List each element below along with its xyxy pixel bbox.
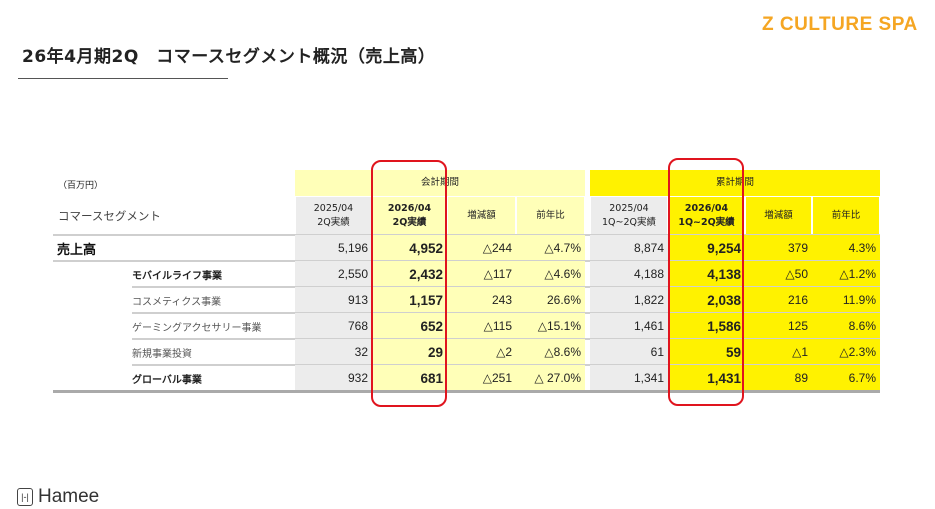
row-label-segment: コスメティクス事業 [132, 296, 222, 308]
table-cell: 2,432 [372, 261, 447, 287]
table-cell: △ 27.0% [516, 365, 585, 391]
table-cell: 768 [295, 313, 372, 339]
row-label-segment: モバイルライフ事業 [132, 270, 222, 282]
table-cell: 1,586 [668, 313, 745, 339]
row-divider [132, 286, 880, 288]
table-cell: 59 [668, 339, 745, 365]
table-cell: △4.7% [516, 235, 585, 261]
row-divider [132, 312, 880, 314]
table-cell: 11.9% [812, 287, 880, 313]
column-header-c_curr: 2026/04 1Q~2Q実績 [669, 197, 744, 235]
column-header-p_curr: 2026/04 2Q実績 [373, 197, 446, 235]
column-header-c_prev: 2025/04 1Q~2Q実績 [591, 197, 667, 235]
group-header-period: 会計期間 [295, 170, 585, 196]
table-cell: 8,874 [590, 235, 668, 261]
table-cell: 2,550 [295, 261, 372, 287]
row-label-segment: 新規事業投資 [132, 348, 192, 360]
table-cell: 4,188 [590, 261, 668, 287]
table-cell: △244 [447, 235, 516, 261]
table-cell: 1,157 [372, 287, 447, 313]
row-divider [132, 338, 880, 340]
row-label-total: 売上高 [57, 242, 97, 258]
table-cell: 6.7% [812, 365, 880, 391]
table-bottom-border [53, 390, 880, 393]
column-header-line: 2026/04 [684, 203, 729, 215]
column-header-diff: 増減額 [746, 197, 811, 235]
unit-label: （百万円） [58, 181, 104, 191]
table-cell: 29 [372, 339, 447, 365]
row-divider [53, 260, 880, 262]
column-header-line: 1Q~2Q実績 [601, 217, 656, 228]
column-header-line: 2Q実績 [317, 217, 350, 228]
table-cell: △15.1% [516, 313, 585, 339]
table-cell: 4.3% [812, 235, 880, 261]
table-cell: △1 [745, 339, 812, 365]
table-cell: 379 [745, 235, 812, 261]
table-cell: 681 [372, 365, 447, 391]
row-label-segment: グローバル事業 [132, 374, 202, 386]
table-cell: △50 [745, 261, 812, 287]
table-cell: 652 [372, 313, 447, 339]
table-cell: △117 [447, 261, 516, 287]
table-cell: 2,038 [668, 287, 745, 313]
table-cell: 243 [447, 287, 516, 313]
table-cell: 89 [745, 365, 812, 391]
group-header-cumulative: 累計期間 [590, 170, 880, 196]
hamee-logo: |-| Hamee [17, 486, 99, 508]
column-header-p_prev: 2025/04 2Q実績 [296, 197, 371, 235]
row-label-segment: ゲーミングアクセサリー事業 [132, 322, 262, 334]
segment-header: コマースセグメント [58, 209, 161, 223]
table-cell: 5,196 [295, 235, 372, 261]
hamee-logo-text: Hamee [38, 486, 100, 507]
table-cell: △4.6% [516, 261, 585, 287]
table-cell: △251 [447, 365, 516, 391]
table-cell: 1,341 [590, 365, 668, 391]
column-header-line: 2026/04 [387, 203, 432, 215]
column-header-yoy: 前年比 [813, 197, 879, 235]
column-header-line: 2025/04 [609, 203, 649, 215]
title-underline [18, 78, 228, 79]
table-cell: 216 [745, 287, 812, 313]
table-cell: 125 [745, 313, 812, 339]
table-cell: 913 [295, 287, 372, 313]
table-cell: △115 [447, 313, 516, 339]
column-header-line: 2025/04 [313, 203, 354, 215]
highlight-box-period [371, 160, 447, 407]
table-cell: △2.3% [812, 339, 880, 365]
table-cell: △2 [447, 339, 516, 365]
hamee-logo-icon: |-| [17, 488, 33, 506]
page-title: 26年4月期2Q コマースセグメント概況（売上高） [22, 47, 436, 67]
column-header-line: 2Q実績 [392, 217, 427, 228]
column-header-yoy: 前年比 [517, 197, 584, 235]
highlight-box-cumulative [668, 158, 744, 406]
column-header-diff: 増減額 [448, 197, 515, 235]
column-header-line: 1Q~2Q実績 [678, 217, 735, 228]
table-cell: 4,952 [372, 235, 447, 261]
table-cell: 932 [295, 365, 372, 391]
row-divider [132, 364, 880, 366]
table-cell: 8.6% [812, 313, 880, 339]
table-cell: 61 [590, 339, 668, 365]
brand-logo: Z CULTURE SPA [762, 14, 918, 35]
table-cell: 9,254 [668, 235, 745, 261]
table-cell: △1.2% [812, 261, 880, 287]
table-cell: 26.6% [516, 287, 585, 313]
table-cell: 1,822 [590, 287, 668, 313]
table-cell: 4,138 [668, 261, 745, 287]
table-cell: 1,461 [590, 313, 668, 339]
table-cell: △8.6% [516, 339, 585, 365]
table-cell: 32 [295, 339, 372, 365]
table-cell: 1,431 [668, 365, 745, 391]
